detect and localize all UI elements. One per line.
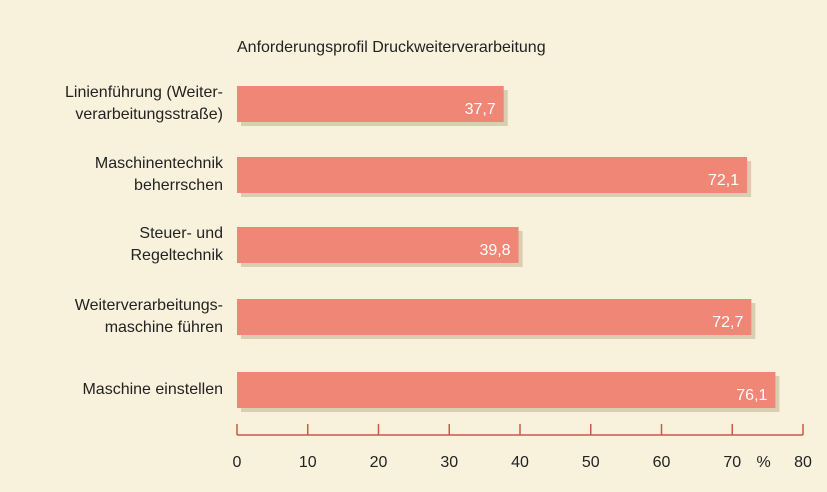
x-tick-label: 10	[299, 454, 317, 471]
x-tick-label: 80	[794, 454, 812, 471]
chart-title: Anforderungsprofil Druckweiterverarbeitu…	[237, 39, 546, 56]
bar	[237, 227, 519, 263]
value-label: 72,7	[712, 314, 743, 331]
x-tick-label: 60	[653, 454, 671, 471]
x-tick-label: 50	[582, 454, 600, 471]
value-label: 37,7	[465, 101, 496, 118]
x-tick-label: 70	[723, 454, 741, 471]
category-label: Maschine einstellen	[82, 381, 223, 398]
x-tick-label: 40	[511, 454, 529, 471]
category-label: Weiterverarbeitungs- maschine führen	[74, 297, 223, 336]
x-tick-label: 20	[370, 454, 388, 471]
category-label: Steuer- und Regeltechnik	[130, 225, 224, 264]
x-tick-label: 0	[233, 454, 242, 471]
bar	[237, 157, 748, 193]
value-label: 72,1	[708, 172, 739, 189]
bar	[237, 299, 752, 335]
bar	[237, 372, 776, 408]
category-label: Linienführung (Weiter- verarbeitungsstra…	[64, 84, 223, 123]
value-label: 39,8	[479, 242, 510, 259]
x-axis-label: %	[757, 454, 771, 471]
bar	[237, 86, 504, 122]
category-label: Maschinentechnik beherrschen	[94, 155, 223, 194]
x-tick-label: 30	[440, 454, 458, 471]
value-label: 76,1	[736, 387, 767, 404]
